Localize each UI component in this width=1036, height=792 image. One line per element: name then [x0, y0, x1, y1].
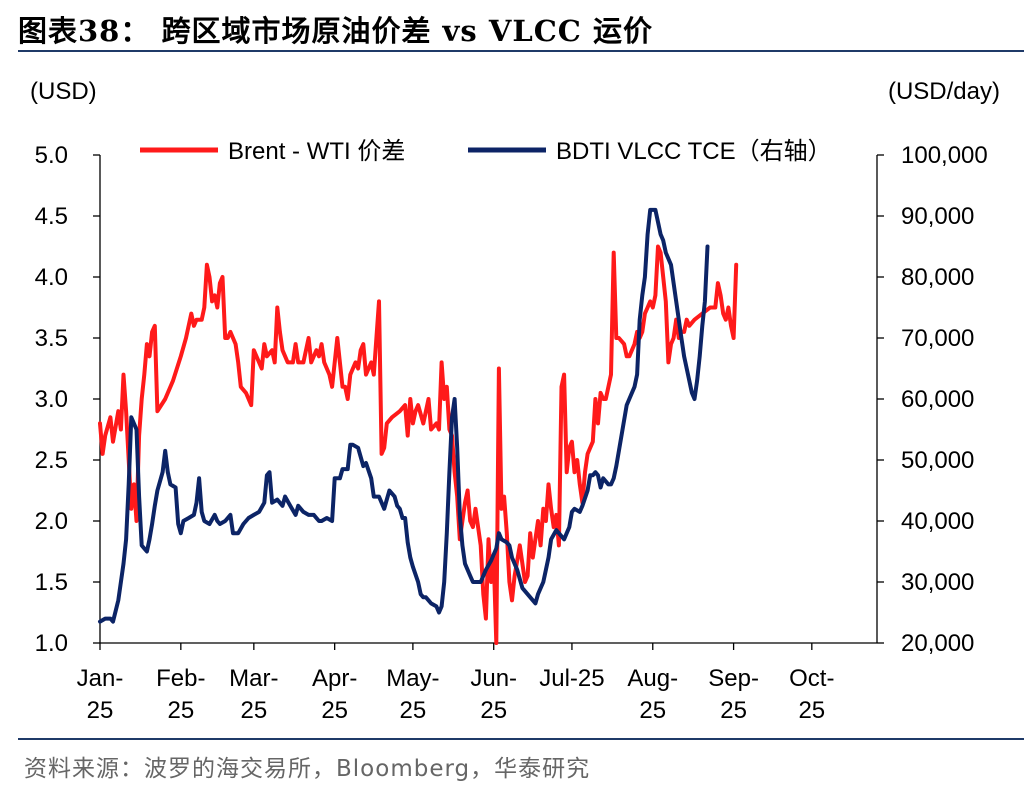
x-tick-label: Apr-	[312, 665, 357, 692]
x-tick-label: Jun-	[470, 665, 517, 692]
legend: Brent - WTI 价差 BDTI VLCC TCE（右轴）	[140, 138, 832, 165]
left-tick-label: 2.0	[35, 508, 68, 535]
series-line-brent-wti	[98, 244, 739, 645]
right-tick-label: 60,000	[901, 386, 974, 413]
title-rule	[18, 50, 1024, 52]
footer-rule	[18, 738, 1024, 740]
x-tick-label-year: 25	[720, 697, 747, 724]
x-tick-label: Aug-	[627, 665, 678, 692]
series-line-bdti-vlcc	[98, 207, 710, 624]
left-tick-label: 4.5	[35, 203, 68, 230]
right-tick-label: 30,000	[901, 569, 974, 596]
x-tick-label-year: 25	[321, 697, 348, 724]
left-tick-label: 5.0	[35, 142, 68, 169]
right-axis-unit: (USD/day)	[888, 78, 1000, 105]
left-tick-label: 2.5	[35, 447, 68, 474]
right-tick-label: 70,000	[901, 325, 974, 352]
right-tick-label: 20,000	[901, 630, 974, 657]
left-tick-label: 1.5	[35, 569, 68, 596]
x-tick-label: Mar-	[229, 665, 278, 692]
x-tick-label: Sep-	[708, 665, 759, 692]
x-tick-label-year: 25	[87, 697, 114, 724]
x-tick-label: Jul-25	[539, 665, 604, 692]
x-tick-label: Feb-	[156, 665, 205, 692]
left-axis-unit: (USD)	[30, 78, 97, 105]
left-tick-label: 4.0	[35, 264, 68, 291]
legend-label-bdti: BDTI VLCC TCE（右轴）	[556, 138, 832, 165]
left-tick-label: 3.5	[35, 325, 68, 352]
right-tick-label: 90,000	[901, 203, 974, 230]
source-note: 资料来源：波罗的海交易所，Bloomberg，华泰研究	[24, 756, 591, 782]
left-tick-label: 3.0	[35, 386, 68, 413]
figure-title: 图表38： 跨区域市场原油价差 vs VLCC 运价	[18, 14, 653, 48]
right-tick-label: 40,000	[901, 508, 974, 535]
right-tick-label: 50,000	[901, 447, 974, 474]
x-tick-label-year: 25	[400, 697, 427, 724]
legend-label-brent-wti: Brent - WTI 价差	[228, 138, 405, 165]
x-tick-label: Oct-	[789, 665, 834, 692]
x-tick-label-year: 25	[240, 697, 267, 724]
x-tick-label: Jan-	[77, 665, 124, 692]
x-tick-label-year: 25	[639, 697, 666, 724]
series-layer	[98, 207, 739, 645]
x-tick-label: May-	[386, 665, 439, 692]
left-tick-label: 1.0	[35, 630, 68, 657]
right-tick-label: 80,000	[901, 264, 974, 291]
x-tick-label-year: 25	[480, 697, 507, 724]
x-tick-label-year: 25	[167, 697, 194, 724]
right-tick-label: 100,000	[901, 142, 988, 169]
x-tick-label-year: 25	[798, 697, 825, 724]
axes: 1.0 1.5 2.0 2.5 3.0 3.5 4.0 4.5 5.0 20,000 30,000 4…	[35, 142, 988, 724]
